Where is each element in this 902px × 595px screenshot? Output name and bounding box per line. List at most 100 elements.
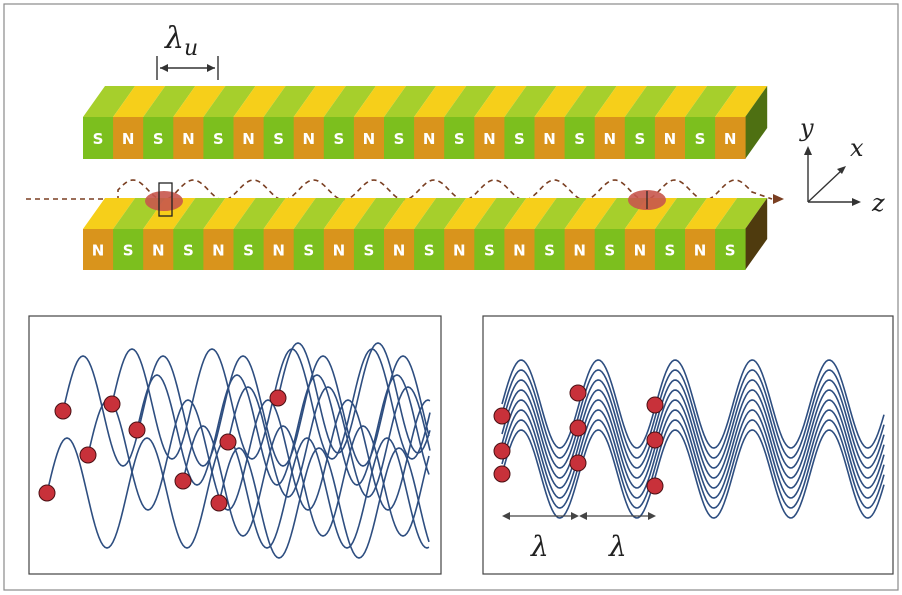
top-magnet-label: N [302,130,315,148]
bottom-magnet-label: S [183,242,194,260]
bottom-magnet-block [654,229,686,270]
top-magnet-block [624,117,656,159]
bottom-top-face [474,198,527,229]
bottom-magnet-label: N [333,242,346,260]
period-marker: λu [156,21,219,80]
top-magnet-label: S [634,130,645,148]
bottom-top-face [624,198,677,229]
radiation-wave [501,369,885,459]
electron [269,389,287,407]
radiation-wave [111,348,431,460]
top-top-face [414,86,467,117]
axis-y-label: y [799,114,814,142]
bottom-magnet-block [444,229,475,270]
bottom-top-face [83,198,136,229]
bottom-top-face [444,198,497,229]
bottom-magnet-label: N [453,242,466,260]
top-magnet-block [143,117,174,159]
bottom-top-face [564,198,617,229]
top-magnet-block [263,117,295,159]
bottom-magnet-label: N [152,242,165,260]
top-magnet-label: N [122,130,135,148]
top-top-face [504,86,557,117]
top-magnet-label: S [574,130,585,148]
top-magnet-block [444,117,475,159]
top-magnet-block [534,117,565,159]
bottom-magnet-block [594,229,626,270]
bottom-magnet-block [143,229,174,270]
electron [646,431,664,449]
undulator-electrons [145,182,666,217]
bottom-top-face [534,198,587,229]
bottom-magnet-label: N [212,242,225,260]
top-top-face [143,86,196,117]
radiation-wave [501,419,885,509]
bottom-magnet-block [715,229,746,270]
bottom-top-face [414,198,467,229]
top-magnet-label: S [695,130,706,148]
radiation-wave [277,342,431,454]
bottom-magnet-label: S [604,242,615,260]
top-magnet-block [353,117,385,159]
bottom-magnet-label: S [725,242,736,260]
bottom-top-face [323,198,376,229]
top-magnet-label: N [483,130,496,148]
radiation-wave [501,389,885,479]
bottom-magnet-label: S [544,242,555,260]
selection-box [158,182,173,217]
top-magnet-block [474,117,505,159]
bottom-top-face [203,198,256,229]
top-magnet-label: S [454,130,465,148]
period-subscript: u [184,36,198,61]
electron [38,484,56,502]
top-magnet-label: N [664,130,677,148]
electron [219,433,237,451]
electron [569,454,587,472]
top-magnet-label: N [423,130,436,148]
top-magnet-label: S [273,130,284,148]
bottom-top-face [685,198,738,229]
top-top-face [534,86,587,117]
top-top-face [444,86,497,117]
bottom-top-face [654,198,707,229]
top-top-face [263,86,316,117]
bottom-magnet-label: S [484,242,495,260]
top-top-face [564,86,617,117]
top-magnet-block [715,117,746,159]
top-top-face [715,86,768,117]
bottom-top-face [504,198,557,229]
bottom-magnet-label: N [694,242,707,260]
electron [493,407,511,425]
microbunched-electrons [493,384,664,495]
top-top-face [113,86,166,117]
bottom-magnet-label: N [92,242,105,260]
top-top-face [384,86,437,117]
electron [493,465,511,483]
bottom-magnet-block [534,229,565,270]
top-magnet-block [594,117,626,159]
radiation-wave [501,399,885,489]
top-magnet-block [203,117,234,159]
top-magnet-label: S [333,130,344,148]
bottom-magnet-block [113,229,144,270]
top-top-face [654,86,707,117]
radiation-wave [62,355,430,467]
top-magnet-block [414,117,445,159]
top-magnet-block [384,117,415,159]
top-magnet-label: N [603,130,616,148]
electron [174,472,192,490]
top-magnet-label: S [394,130,405,148]
bottom-top-face [233,198,286,229]
coordinate-axes [804,146,861,206]
top-magnet-block [113,117,144,159]
electron [210,494,228,512]
top-magnet-label: N [724,130,737,148]
radiation-wave [136,374,430,486]
bottom-magnet-block [293,229,325,270]
electron [79,446,97,464]
top-magnet-block [323,117,355,159]
right-panel-frame [482,315,894,575]
